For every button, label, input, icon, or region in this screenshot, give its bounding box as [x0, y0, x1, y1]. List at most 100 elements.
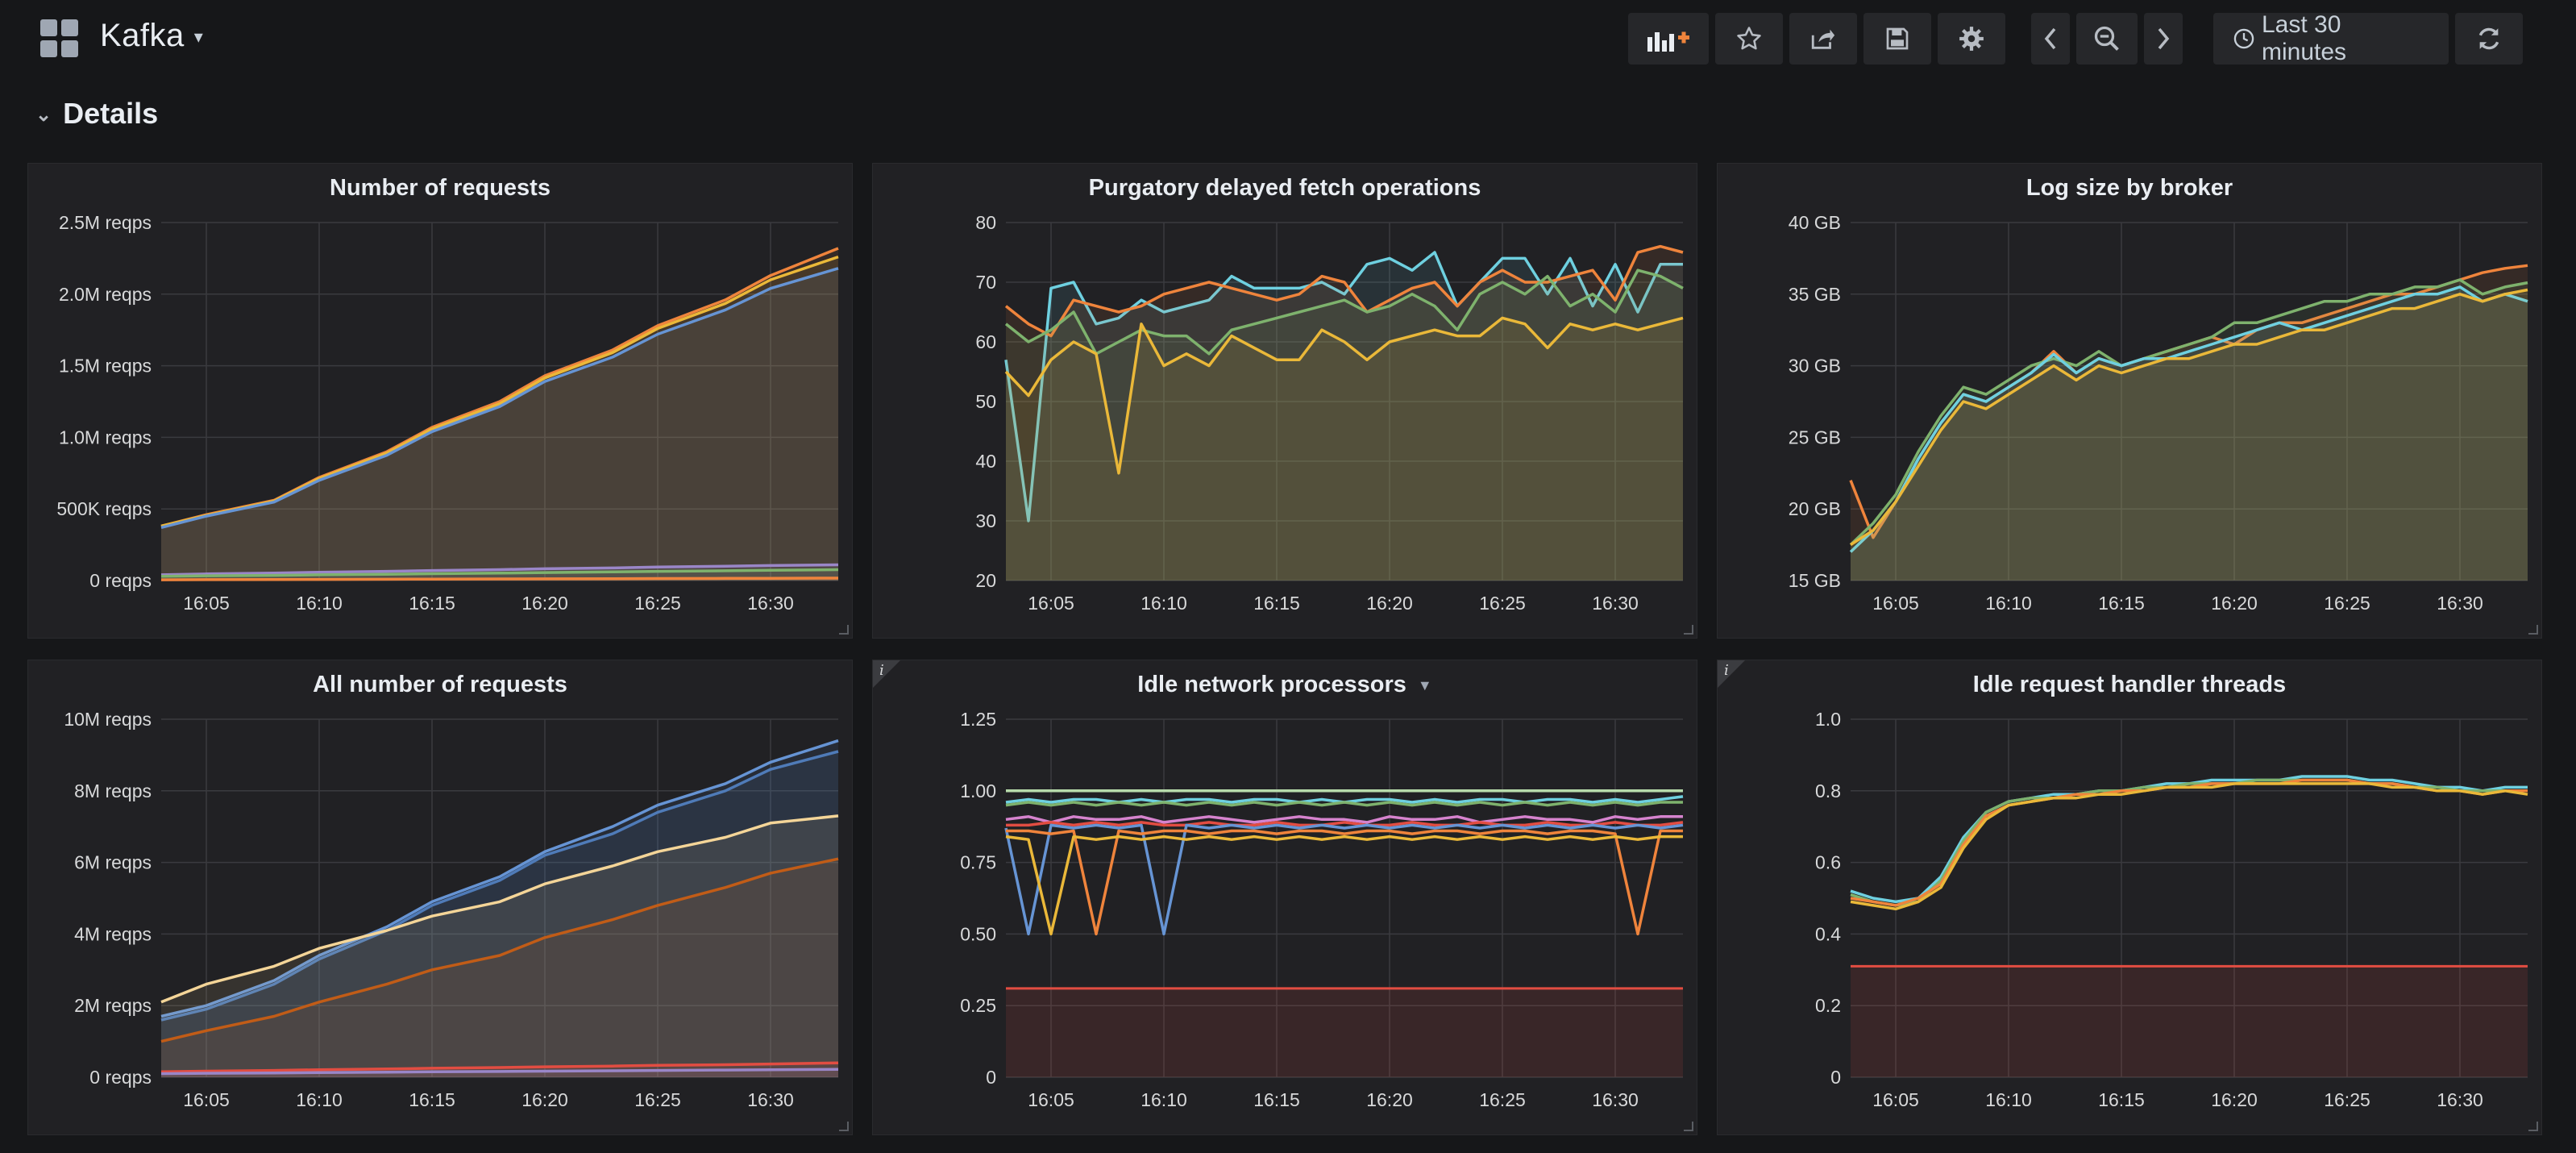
y-tick-label: 4M reqps: [74, 923, 152, 944]
star-button[interactable]: [1715, 13, 1783, 65]
x-tick-label: 16:15: [2098, 593, 2145, 614]
y-tick-label: 0.4: [1815, 923, 1841, 944]
x-tick-label: 16:15: [409, 1089, 455, 1110]
info-icon[interactable]: i: [879, 662, 884, 679]
series-line: [160, 576, 839, 581]
share-button[interactable]: [1789, 13, 1857, 65]
y-tick-label: 40 GB: [1789, 212, 1841, 233]
info-corner[interactable]: [1718, 660, 1745, 688]
series-area: [161, 815, 838, 1077]
series-line: [1004, 268, 1684, 356]
panel-number-of-requests[interactable]: Number of requests 2.5M reqps 2.0M reqps 1…: [27, 163, 853, 639]
resize-handle[interactable]: [2528, 1122, 2538, 1131]
series-line: [160, 267, 839, 529]
chart-idle-network-processors: 1.25 1.00 0.75 0.50 0.25 0 16:05 16:10 16:15 16:2…: [960, 709, 1684, 1110]
x-tick-label: 16:30: [747, 593, 794, 614]
info-icon[interactable]: i: [1724, 662, 1729, 679]
x-tick-label: 16:20: [1366, 1089, 1413, 1110]
settings-button[interactable]: [1938, 13, 2005, 65]
resize-handle[interactable]: [1684, 1122, 1693, 1131]
x-tick-label: 16:20: [521, 1089, 568, 1110]
chart-purgatory-delayed-fetch: 80 70 60 50 40 30 20 16:05 16:10 16:15 16:20 16:25 1…: [975, 212, 1684, 614]
panel-title[interactable]: Idle network processors ▼: [873, 672, 1697, 698]
x-tick-label: 16:25: [634, 593, 681, 614]
dashboard-title[interactable]: Kafka ▾: [100, 18, 203, 54]
x-tick-label: 16:25: [634, 1089, 681, 1110]
chart-all-number-of-requests: 10M reqps 8M reqps 6M reqps 4M reqps 2M reqp…: [64, 709, 839, 1110]
resize-handle[interactable]: [1684, 625, 1693, 635]
series-area: [1851, 289, 2528, 581]
x-tick-label: 16:05: [1872, 1089, 1919, 1110]
x-tick-label: 16:15: [409, 593, 455, 614]
chart-log-size-by-broker: 40 GB 35 GB 30 GB 25 GB 20 GB 15 GB 16:05 16:10…: [1789, 212, 2528, 614]
x-tick-label: 16:25: [2324, 1089, 2370, 1110]
x-tick-label: 16:20: [2211, 1089, 2258, 1110]
y-tick-label: 80: [975, 212, 996, 233]
series-line: [160, 563, 839, 576]
series-line: [160, 814, 839, 1004]
resize-handle[interactable]: [839, 625, 849, 635]
time-range-picker[interactable]: Last 30 minutes: [2213, 11, 2449, 65]
x-tick-label: 16:30: [1592, 593, 1639, 614]
series-line: [1004, 316, 1684, 475]
info-corner[interactable]: [873, 660, 900, 688]
resize-handle[interactable]: [2528, 625, 2538, 635]
add-panel-icon: [1646, 24, 1691, 53]
series-line: [1850, 775, 2528, 904]
refresh-button[interactable]: [2455, 13, 2523, 65]
y-tick-label: 8M reqps: [74, 780, 152, 801]
chevron-right-icon: [2155, 26, 2171, 52]
save-icon: [1884, 26, 1910, 52]
x-tick-label: 16:10: [1985, 1089, 2032, 1110]
panel-title[interactable]: Idle request handler threads: [1972, 672, 2287, 697]
panel-title[interactable]: Log size by broker: [2025, 175, 2233, 201]
panel-log-size-by-broker[interactable]: Log size by broker 40 GB 35 GB 30 GB 25 GB 2…: [1717, 163, 2542, 639]
y-tick-label: 2.5M reqps: [59, 212, 152, 233]
series-line: [1006, 821, 1684, 827]
series-area: [1851, 286, 2528, 581]
caret-down-icon: ▼: [1417, 676, 1432, 693]
y-tick-label: 0 reqps: [89, 1067, 152, 1088]
panel-title-text: Idle network processors: [1137, 672, 1406, 697]
share-icon: [1809, 25, 1837, 52]
series-line: [1004, 823, 1684, 936]
x-tick-label: 16:25: [1479, 593, 1526, 614]
panel-title[interactable]: Number of requests: [330, 175, 551, 201]
panel-purgatory-delayed-fetch[interactable]: Purgatory delayed fetch operations 80 70 6…: [872, 163, 1697, 639]
series-area: [161, 268, 838, 581]
series-line: [1849, 285, 2528, 553]
x-tick-label: 16:30: [2437, 1089, 2483, 1110]
settings-icon: [1958, 25, 1985, 52]
x-tick-label: 16:15: [2098, 1089, 2145, 1110]
panel-all-number-of-requests[interactable]: All number of requests 10M reqps 8M reqps…: [27, 660, 853, 1135]
chevron-left-icon: [2042, 26, 2059, 52]
y-tick-label: 60: [975, 331, 996, 352]
x-tick-label: 16:20: [521, 593, 568, 614]
series-line: [1005, 801, 1683, 807]
y-tick-label: 0.6: [1815, 852, 1841, 873]
series-area: [1006, 246, 1683, 581]
y-tick-label: 0 reqps: [89, 570, 152, 591]
x-tick-label: 16:05: [1872, 593, 1919, 614]
series-line: [1005, 815, 1683, 824]
time-back-button[interactable]: [2031, 13, 2070, 65]
series-area: [161, 859, 838, 1077]
time-forward-button[interactable]: [2144, 13, 2183, 65]
panel-idle-network-processors[interactable]: i Idle network processors ▼ 1.25 1.00 0.75 0…: [872, 660, 1697, 1135]
zoom-out-button[interactable]: [2076, 13, 2138, 65]
save-button[interactable]: [1863, 13, 1931, 65]
row-header-details[interactable]: ⌄ Details: [35, 97, 158, 131]
y-tick-label: 50: [975, 391, 996, 412]
resize-handle[interactable]: [839, 1122, 849, 1131]
panel-idle-request-handler-threads[interactable]: i Idle request handler threads 1.0 0.8 0.6…: [1717, 660, 2542, 1135]
grid-icon[interactable]: [40, 19, 79, 58]
panel-title[interactable]: Purgatory delayed fetch operations: [1088, 175, 1481, 201]
series-line: [160, 1068, 839, 1076]
panel-title[interactable]: All number of requests: [313, 672, 567, 697]
add-panel-button[interactable]: [1628, 13, 1709, 65]
caret-down-icon: ▾: [193, 27, 204, 48]
series-line: [1005, 835, 1683, 936]
y-tick-label: 6M reqps: [74, 852, 152, 873]
series-line: [1850, 778, 2528, 907]
x-tick-label: 16:10: [1141, 593, 1187, 614]
